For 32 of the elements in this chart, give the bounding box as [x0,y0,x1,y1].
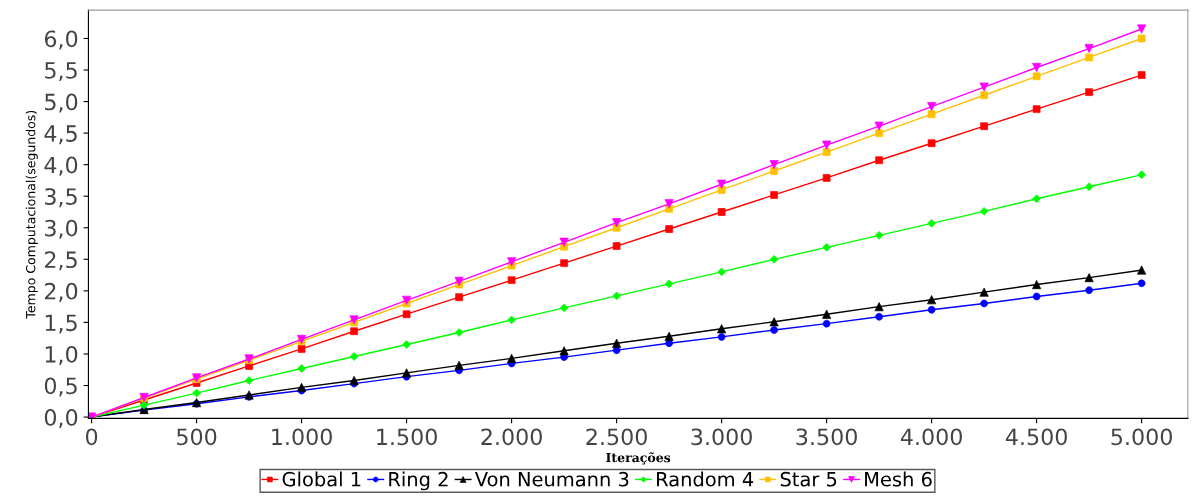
y-tick-label: 6,0 [44,30,78,50]
y-tick-label: 3,5 [45,188,77,208]
y-tick-label: 5,5 [45,62,77,82]
legend-label: Star 5 [780,471,837,487]
x-axis-title: Iterações [606,452,671,465]
legend-label: Random 4 [657,471,754,487]
x-tick-label: 2.500 [586,428,647,446]
legend-label: Von Neumann 3 [474,471,629,487]
x-tick-label: 1.500 [377,428,437,446]
y-tick-label: 1,0 [45,345,78,365]
y-tick-label: 5,0 [45,93,78,113]
y-tick-label: 1,5 [45,314,77,334]
x-tick-label: 4.000 [900,428,962,446]
x-tick-label: 4.500 [1005,428,1067,446]
x-tick-label: 0 [85,428,98,446]
legend-label: Global 1 [282,471,361,487]
x-tick-label: 2.000 [481,428,542,446]
legend-label: Ring 2 [389,471,448,491]
y-tick-label: 2,5 [45,251,77,271]
x-tick-label: 1.000 [272,428,332,446]
x-tick-label: 3.500 [796,428,857,446]
x-tick-label: 500 [177,428,217,446]
legend-label: Mesh 6 [865,471,932,487]
x-tick-label: 3.000 [691,428,752,446]
x-tick-label: 5.000 [1111,428,1172,446]
y-tick-label: 2,0 [45,282,78,302]
y-tick-label: 4,0 [44,156,78,176]
y-tick-label: 3,0 [45,219,78,239]
y-tick-label: 4,5 [44,125,77,145]
y-tick-label: 0,5 [44,377,77,397]
y-axis-title: Tempo Computacional(segundos) [25,110,38,319]
y-tick-label: 0,0 [44,409,78,429]
